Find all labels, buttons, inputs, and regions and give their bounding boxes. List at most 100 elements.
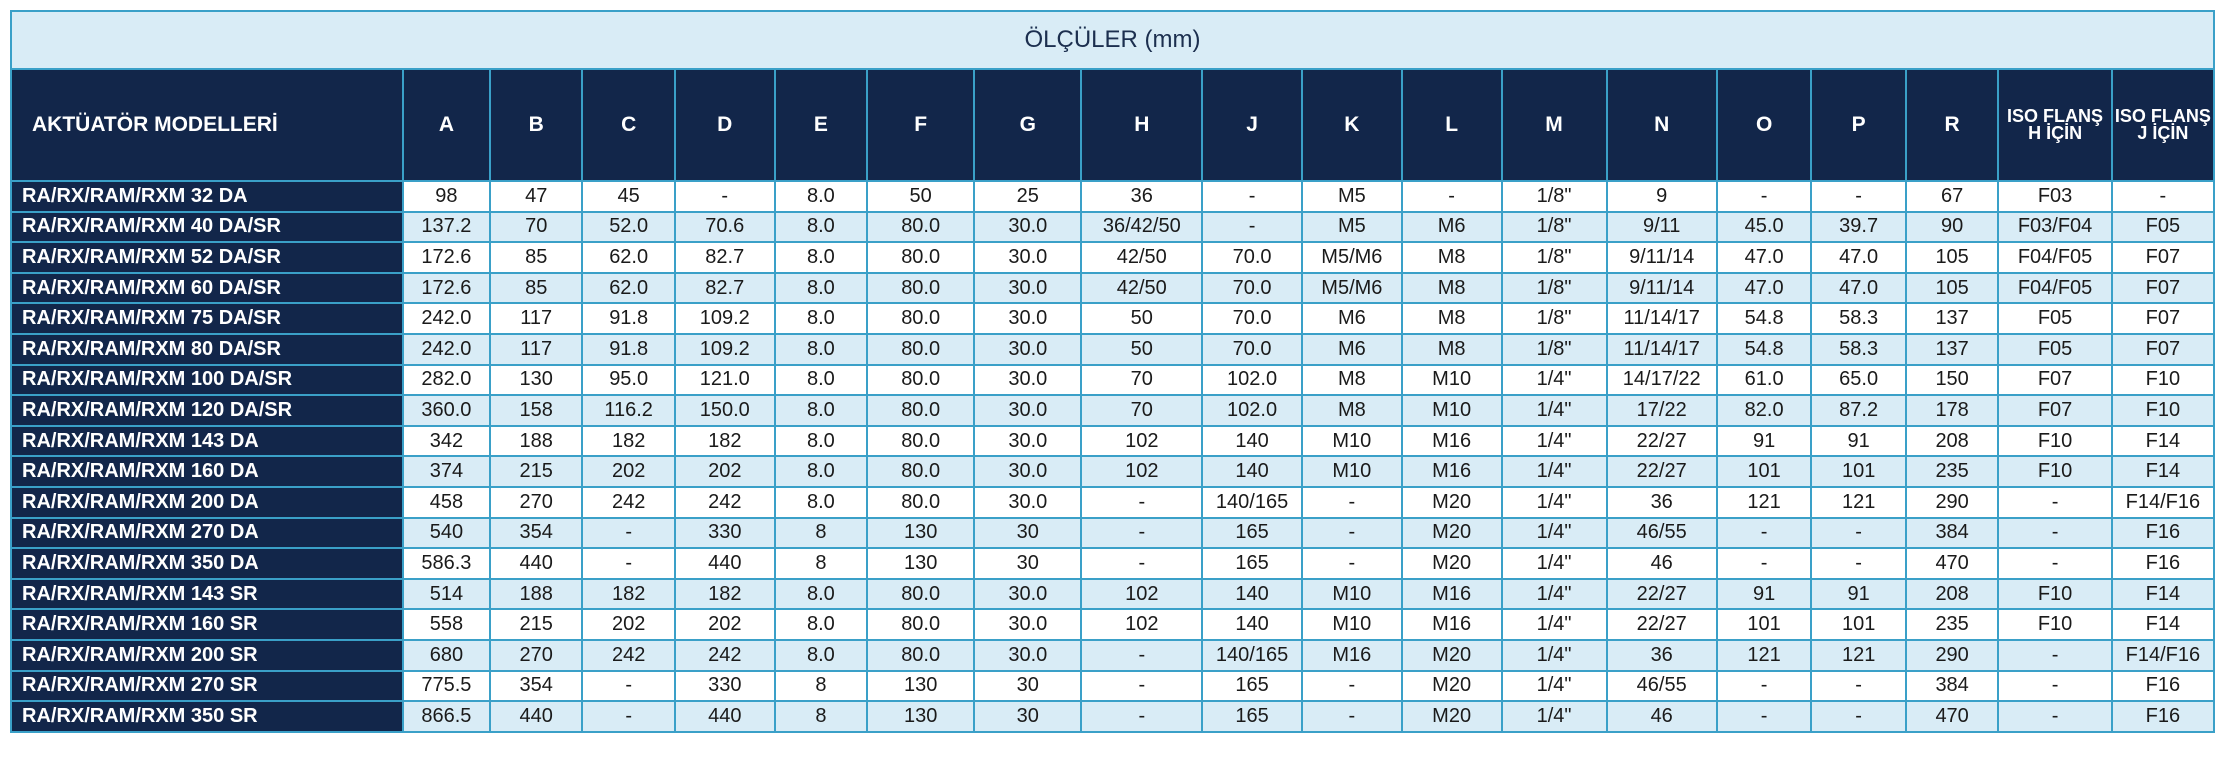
header-col-9: J	[1201, 68, 1303, 182]
dimension-cell: F07	[2110, 332, 2216, 366]
header-col-5: E	[773, 68, 869, 182]
dimension-cell: 80.0	[866, 332, 976, 366]
dimension-cell: -	[1997, 700, 2113, 733]
dimension-cell: F05	[2110, 210, 2216, 244]
dimension-cell: M8	[1400, 302, 1503, 335]
model-name-cell: RA/RX/RAM/RXM 270 DA	[10, 516, 404, 550]
dimension-cell: M16	[1300, 638, 1403, 672]
dimension-cell: M10	[1300, 608, 1403, 641]
dimension-cell: 46/55	[1605, 669, 1718, 703]
header-col-3: C	[581, 68, 676, 182]
dimension-cell: 1/8"	[1500, 332, 1608, 366]
dimension-cell: -	[1997, 516, 2113, 550]
dimension-cell: 202	[581, 455, 676, 488]
dimension-cell: 1/4"	[1500, 700, 1608, 733]
dimension-cell: 54.8	[1715, 302, 1813, 335]
dimension-cell: -	[1080, 516, 1204, 550]
dimension-cell: 22/27	[1605, 455, 1718, 488]
dimension-cell: F14/F16	[2110, 485, 2216, 519]
model-name-cell: RA/RX/RAM/RXM 75 DA/SR	[10, 302, 404, 335]
dimension-cell: 458	[401, 485, 492, 519]
model-name-cell: RA/RX/RAM/RXM 350 SR	[10, 700, 404, 733]
dimension-cell: 242	[673, 638, 776, 672]
dimension-cell: M8	[1400, 271, 1503, 305]
dimension-cell: 540	[401, 516, 492, 550]
dimension-cell: 8	[773, 700, 869, 733]
dimension-cell: 140/165	[1201, 638, 1303, 672]
dimension-cell: 1/4"	[1500, 547, 1608, 580]
dimension-cell: -	[581, 700, 676, 733]
dimension-cell: -	[1997, 638, 2113, 672]
dimension-cell: F07	[1997, 363, 2113, 397]
dimension-cell: 121	[1715, 638, 1813, 672]
dimension-cell: 8.0	[773, 577, 869, 611]
dimension-cell: 47.0	[1715, 241, 1813, 274]
dimension-cell: 45.0	[1715, 210, 1813, 244]
dimension-cell: M16	[1400, 424, 1503, 458]
dimension-cell: 8.0	[773, 424, 869, 458]
dimension-cell: -	[1997, 669, 2113, 703]
dimension-cell: 290	[1904, 638, 2000, 672]
dimension-cell: 130	[866, 700, 976, 733]
dimension-cell: M5	[1300, 180, 1403, 213]
dimension-cell: 70.0	[1201, 302, 1303, 335]
dimension-cell: 150.0	[673, 394, 776, 427]
dimension-cell: 775.5	[401, 669, 492, 703]
dimension-cell: 117	[488, 302, 584, 335]
dimension-cell: 208	[1904, 577, 2000, 611]
dimension-cell: 440	[673, 547, 776, 580]
dimension-cell: 374	[401, 455, 492, 488]
dimension-cell: 102	[1080, 608, 1204, 641]
dimension-cell: 202	[673, 608, 776, 641]
dimension-cell: 36	[1080, 180, 1204, 213]
dimension-cell: 1/4"	[1500, 516, 1608, 550]
dimension-cell: 70.0	[1201, 241, 1303, 274]
dimension-cell: F10	[2110, 394, 2216, 427]
dimension-cell: 8	[773, 547, 869, 580]
model-name-cell: RA/RX/RAM/RXM 80 DA/SR	[10, 332, 404, 366]
dimension-cell: 82.7	[673, 271, 776, 305]
dimension-cell: M20	[1400, 485, 1503, 519]
header-col-1: A	[401, 68, 492, 182]
header-col-8: H	[1080, 68, 1204, 182]
dimension-cell: 384	[1904, 669, 2000, 703]
dimension-cell: 384	[1904, 516, 2000, 550]
dimension-cell: 158	[488, 394, 584, 427]
model-name-cell: RA/RX/RAM/RXM 200 DA	[10, 485, 404, 519]
dimension-cell: 101	[1810, 455, 1907, 488]
dimension-cell: 50	[866, 180, 976, 213]
dimension-cell: 70	[1080, 363, 1204, 397]
dimension-cell: F05	[1997, 302, 2113, 335]
dimension-cell: 282.0	[401, 363, 492, 397]
dimension-cell: 235	[1904, 455, 2000, 488]
dimension-cell: 202	[673, 455, 776, 488]
dimension-cell: 17/22	[1605, 394, 1718, 427]
dimension-cell: 586.3	[401, 547, 492, 580]
dimension-cell: 1/4"	[1500, 363, 1608, 397]
dimension-cell: 36	[1605, 485, 1718, 519]
dimension-cell: 215	[488, 455, 584, 488]
dimension-cell: 121	[1810, 485, 1907, 519]
dimension-cell: 1/8"	[1500, 241, 1608, 274]
dimension-cell: F05	[1997, 332, 2113, 366]
dimension-cell: 30	[973, 516, 1083, 550]
table-row: RA/RX/RAM/RXM 75 DA/SR 242.0 117 91.8 109.2 8…	[10, 302, 2216, 335]
dimension-cell: 91.8	[581, 332, 676, 366]
dimension-cell: 91.8	[581, 302, 676, 335]
dimension-cell: 9/11	[1605, 210, 1718, 244]
table-row: RA/RX/RAM/RXM 143 SR 514 188 182 182 8.0 80.0 3…	[10, 577, 2216, 611]
dimension-cell: 188	[488, 424, 584, 458]
dimension-cell: 8.0	[773, 363, 869, 397]
dimension-cell: 70	[1080, 394, 1204, 427]
dimension-cell: F14	[2110, 424, 2216, 458]
table-row: RA/RX/RAM/RXM 80 DA/SR 242.0 117 91.8 109.2 8…	[10, 332, 2216, 366]
dimension-cell: 80.0	[866, 424, 976, 458]
dimension-cell: 8.0	[773, 608, 869, 641]
dimension-cell: M20	[1400, 700, 1503, 733]
dimension-cell: 440	[488, 547, 584, 580]
dimension-cell: 8.0	[773, 485, 869, 519]
dimension-cell: M16	[1400, 577, 1503, 611]
dimension-cell: 140	[1201, 455, 1303, 488]
dimension-cell: 1/4"	[1500, 485, 1608, 519]
model-name-cell: RA/RX/RAM/RXM 52 DA/SR	[10, 241, 404, 274]
